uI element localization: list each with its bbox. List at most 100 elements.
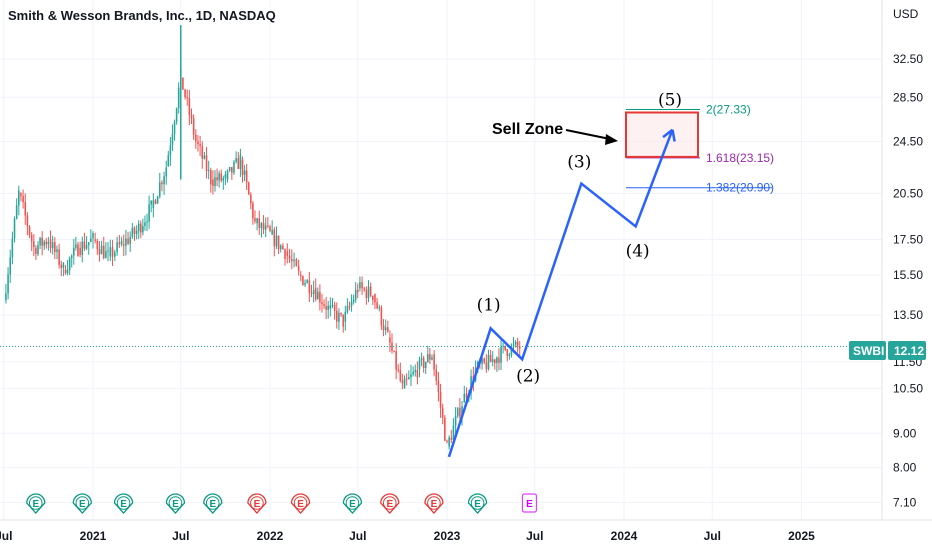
candle-body: [152, 200, 155, 208]
candle-body: [47, 242, 50, 245]
candle-body: [267, 225, 269, 227]
candle-body: [254, 218, 256, 222]
candle-body: [107, 250, 109, 252]
candle-body: [412, 371, 414, 375]
candle-body: [489, 354, 492, 363]
sell-zone-label: Sell Zone: [492, 121, 563, 138]
candle-body: [177, 87, 180, 109]
candle-body: [148, 204, 150, 222]
candle-body: [212, 179, 214, 186]
candle-body: [111, 247, 114, 257]
candle-body: [420, 358, 423, 360]
candle-body: [369, 286, 372, 296]
candle-body: [329, 305, 332, 309]
candle-body: [64, 269, 67, 274]
candle-body: [131, 227, 134, 237]
candle-body: [75, 244, 77, 248]
wave-label: (1): [477, 295, 501, 315]
earnings-marker-icon[interactable]: E: [467, 493, 488, 514]
elliott-wave-labels: (1) (2) (3) (4) (5): [477, 91, 682, 387]
earnings-marker-icon[interactable]: E: [113, 493, 134, 514]
candle-body: [260, 223, 263, 228]
candle-body: [444, 417, 446, 441]
earnings-marker-icon[interactable]: E: [290, 493, 311, 514]
wave-label: (4): [626, 241, 650, 261]
earnings-marker-inner: [28, 496, 43, 510]
earnings-marker-icon[interactable]: E: [165, 493, 186, 514]
candle-body: [144, 222, 146, 227]
candle-body: [262, 223, 265, 230]
candle-body: [250, 194, 252, 204]
candle-body: [504, 345, 506, 350]
candle-body: [356, 289, 359, 293]
candle-body: [321, 302, 323, 305]
earnings-marker-icon[interactable]: E: [380, 493, 400, 514]
candle-body: [199, 144, 201, 147]
candle-body: [173, 121, 176, 134]
arrow-shaft: [565, 129, 611, 140]
earnings-marker-icon[interactable]: E: [203, 493, 223, 514]
candle-body: [146, 221, 148, 223]
arrow-head-icon: [605, 134, 618, 145]
y-tick-label: 9.00: [893, 426, 917, 440]
wave-label: (2): [516, 366, 540, 386]
candle-body: [363, 288, 366, 290]
earnings-marker-icon[interactable]: E: [342, 493, 363, 514]
earnings-marker-letter: E: [431, 499, 438, 510]
candle-body: [346, 306, 349, 312]
candle-body: [512, 344, 515, 346]
y-tick-label: 8.00: [893, 461, 917, 475]
y-tick-label: 32.50: [893, 52, 923, 66]
elliott-wave-line[interactable]: [447, 129, 674, 458]
earnings-marker-icon[interactable]: E: [424, 493, 444, 514]
sell-zone-arrow: [565, 129, 618, 145]
candle-body: [376, 302, 378, 309]
time-axis[interactable]: Jul 2021 Jul 2022 Jul 2023 Jul 2024 Jul 2025: [0, 519, 932, 543]
candle-body: [399, 370, 402, 381]
candle-body: [494, 359, 496, 364]
candle-body: [18, 190, 20, 206]
candle-body: [352, 299, 355, 302]
fib-level-label: 1.618(23.15): [706, 151, 774, 165]
candle-body: [165, 167, 168, 177]
candle-body: [102, 245, 105, 259]
candle-body: [158, 182, 161, 197]
candle-body: [228, 167, 231, 171]
x-tick-label: 2022: [257, 529, 284, 543]
candle-body: [516, 341, 519, 347]
chart-title: Smith & Wesson Brands, Inc., 1D, NASDAQ: [8, 8, 276, 23]
x-tick-label: Jul: [704, 529, 721, 543]
candle-body: [247, 182, 250, 195]
earnings-marker-icon[interactable]: E: [26, 493, 46, 514]
candle-body: [135, 230, 138, 235]
candle-body: [96, 240, 99, 249]
candle-body: [20, 193, 22, 197]
candle-body: [282, 245, 284, 250]
sell-zone-box[interactable]: [625, 111, 699, 158]
candle-body: [348, 306, 351, 308]
candle-body: [192, 118, 195, 135]
candle-body: [15, 205, 18, 219]
candle-body: [367, 286, 370, 299]
candle-body: [291, 258, 293, 262]
candle-body: [184, 89, 186, 98]
earnings-marker-icon[interactable]: E: [72, 493, 92, 514]
candle-body: [340, 312, 342, 315]
candle-body: [416, 370, 419, 378]
price-tag-symbol: SWBI: [853, 344, 884, 358]
candle-body: [33, 241, 35, 247]
earnings-marker-icon[interactable]: E: [521, 493, 538, 513]
y-tick-label: 20.50: [893, 186, 923, 200]
candle-body: [401, 380, 404, 384]
price-tag-symbol-box: [849, 341, 886, 360]
candle-body: [79, 247, 81, 255]
earnings-marker-icon[interactable]: E: [247, 493, 267, 514]
candle-body: [481, 358, 483, 365]
price-axis[interactable]: 7.108.009.0010.5011.5013.5015.5017.5020.…: [881, 0, 923, 520]
candle-body: [304, 282, 306, 285]
candle-body: [424, 361, 427, 368]
currency-label: USD: [893, 7, 919, 21]
candle-body: [323, 304, 325, 306]
